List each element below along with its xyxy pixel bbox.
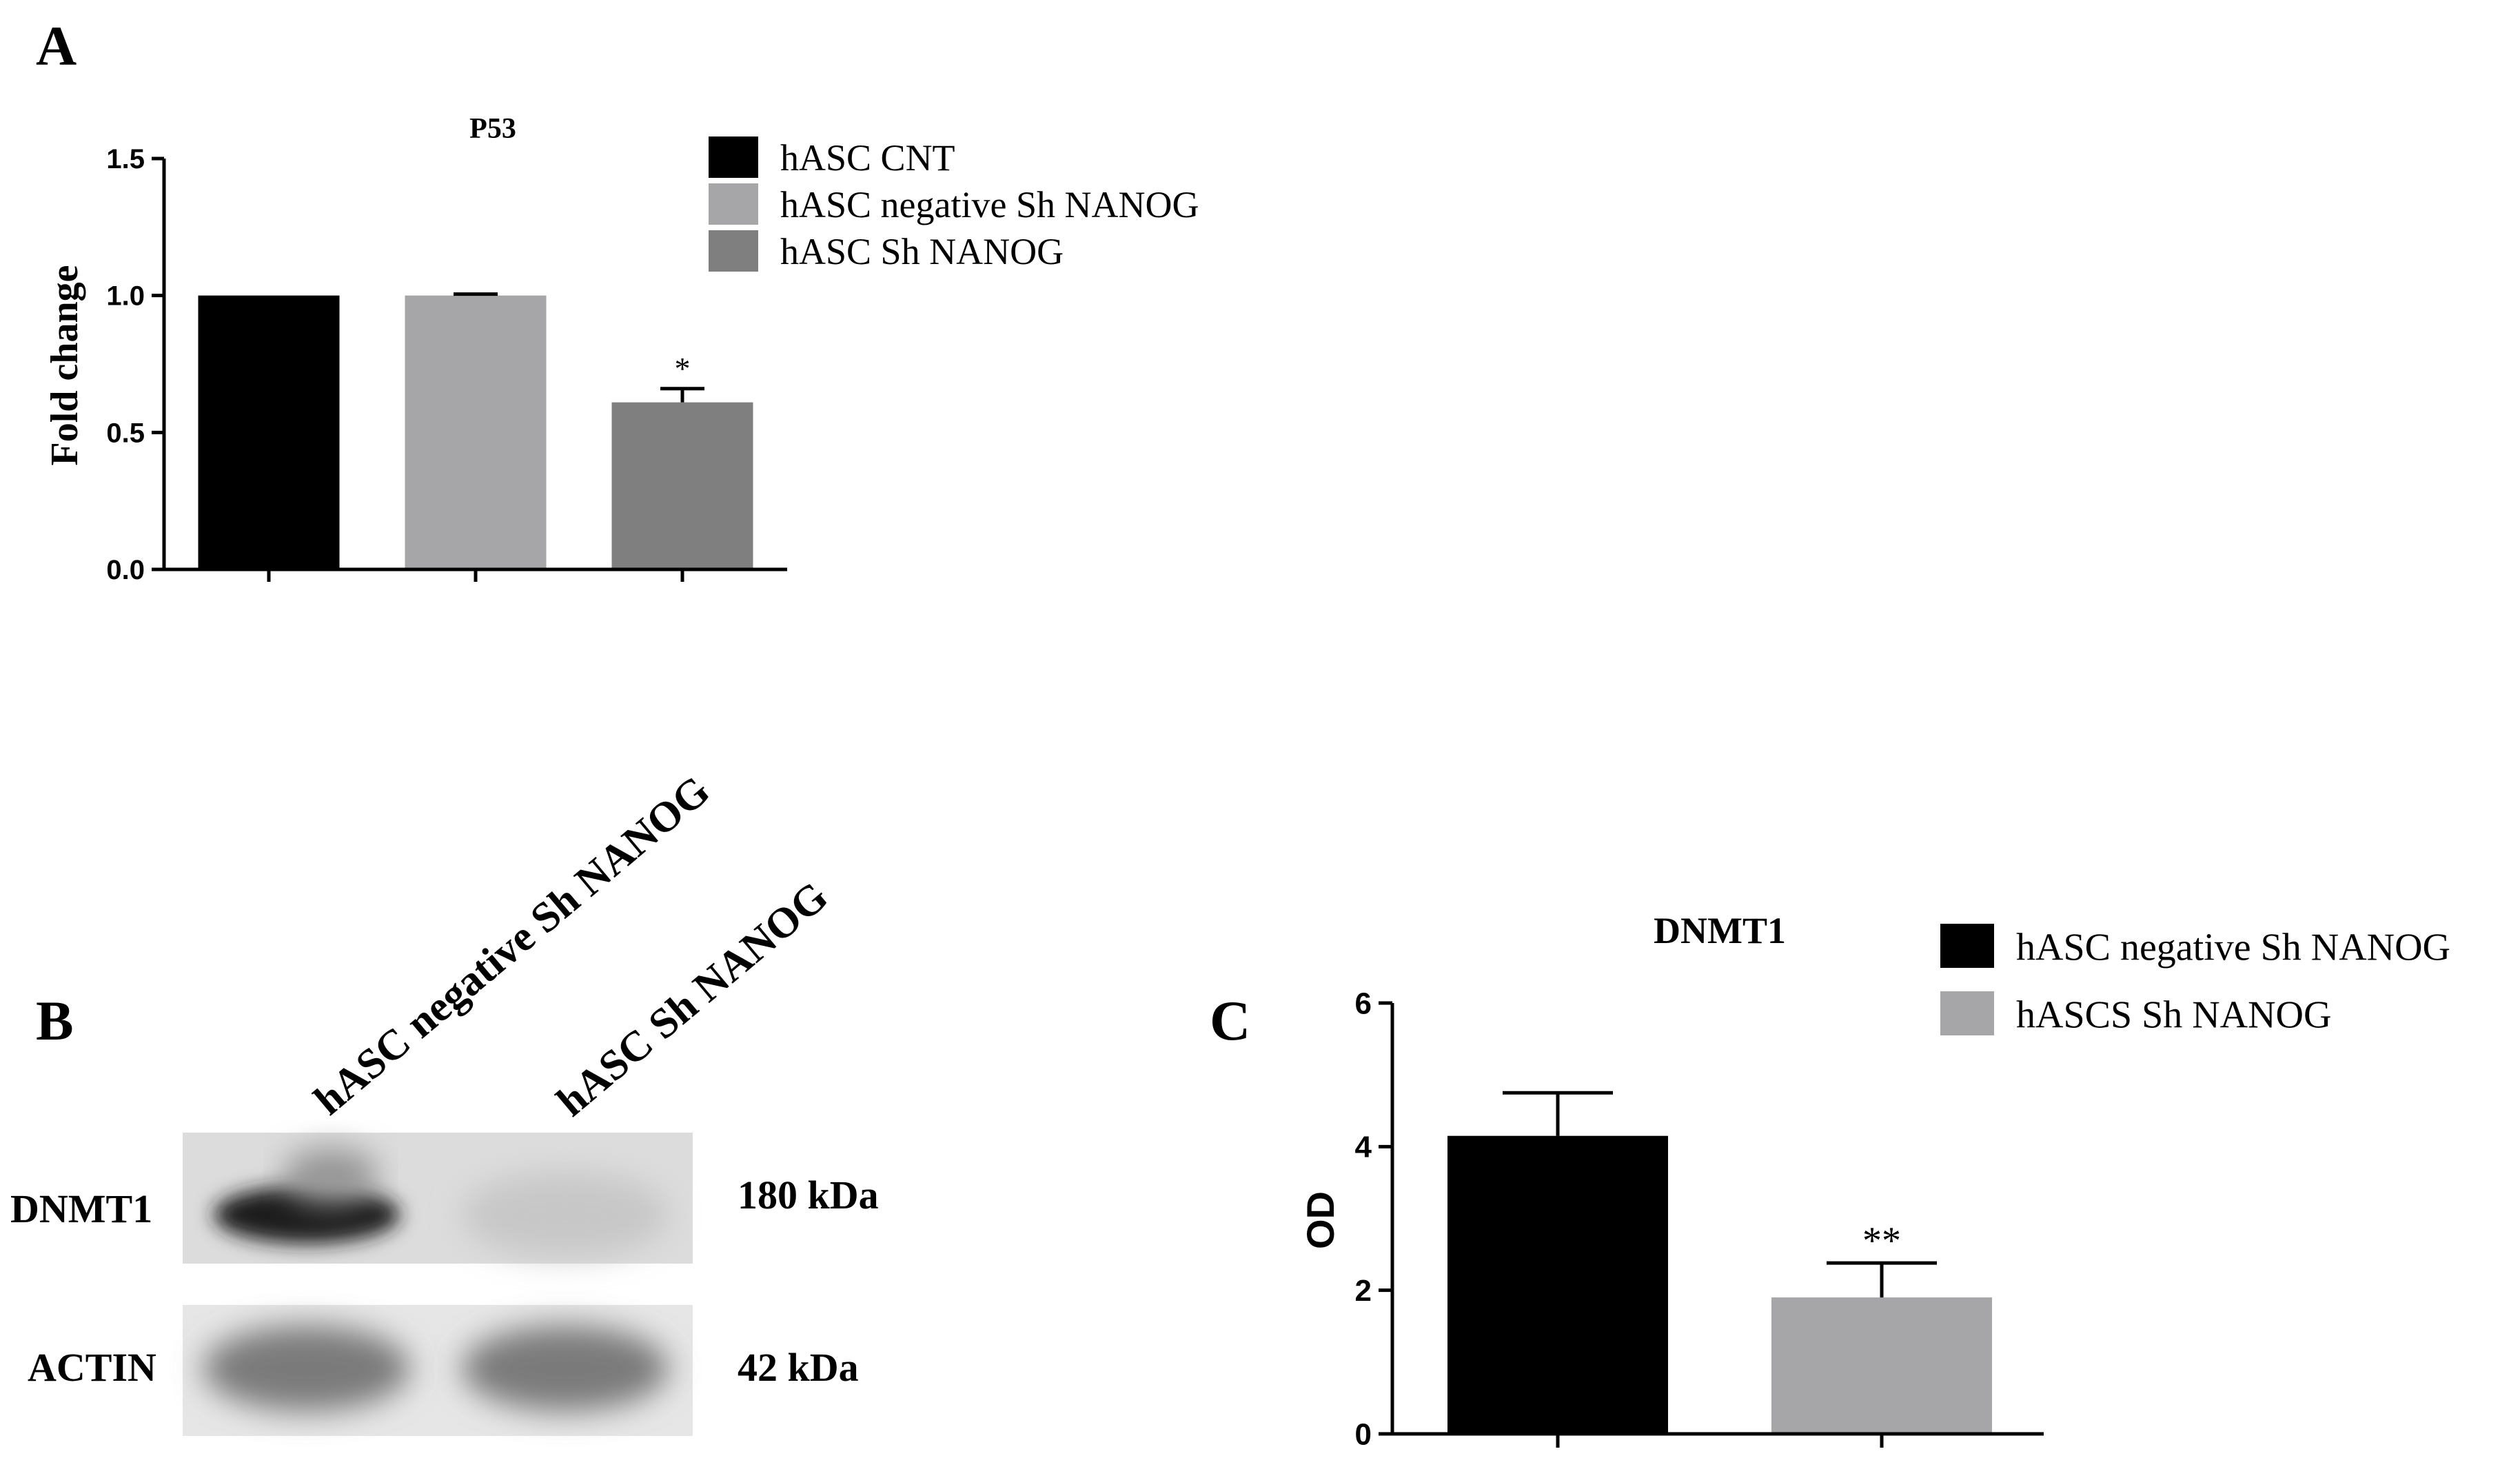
blot-row-label-dnmt1: DNMT1 [10,1186,152,1231]
bar-1 [198,295,340,569]
blot-band-dnmt1-lane-1 [214,1186,400,1244]
y-tick-label: 0.5 [106,418,145,448]
y-tick-label: 4 [1355,1131,1372,1164]
bar-2 [405,295,547,569]
legend-swatch-2 [709,183,758,225]
chart-c-legend: hASC negative Sh NANOG hASCS Sh NANOG [1940,924,2450,1036]
legend-label-2: hASC negative Sh NANOG [780,184,1199,225]
blot-size-actin: 42 kDa [738,1345,859,1390]
legend-label-2: hASCS Sh NANOG [2016,993,2331,1036]
y-tick-label: 0 [1355,1417,1372,1451]
chart-a-legend: hASC CNT hASC negative Sh NANOG hASC Sh NA… [709,136,1199,272]
panel-letter-b: B [36,989,74,1052]
chart-a-title: P53 [469,113,516,145]
bar-2 [1771,1297,1992,1434]
p53-bar-chart: P53 Fold change 0.00.51.01.5 * hASC CNTh… [43,113,1199,585]
bar-3 [611,402,753,569]
chart-a-ylabel: Fold change [43,265,86,466]
significance-marker-2: ** [1862,1219,1901,1262]
legend-swatch-1 [1940,924,1994,968]
y-tick-label: 2 [1355,1274,1372,1308]
western-blot: hASC negative Sh NANOG hASC Sh NANOG DNM… [10,767,879,1436]
panel-letter-c: C [1210,989,1250,1052]
significance-marker-3: * [675,351,691,386]
bar-1 [1447,1135,1668,1434]
lane-label-1: hASC negative Sh NANOG [305,767,718,1124]
y-tick-label: 6 [1355,986,1372,1020]
y-tick-label: 1.0 [106,281,145,312]
blot-band-actin-lane-2 [462,1326,669,1411]
legend-swatch-2 [1940,991,1994,1035]
legend-label-1: hASC negative Sh NANOG [2016,926,2450,969]
legend-swatch-1 [709,136,758,178]
blot-band-actin-lane-1 [203,1326,410,1411]
y-tick-label: 1.5 [106,144,145,174]
blot-band-dnmt1-lane-2 [462,1172,669,1257]
blot-size-dnmt1: 180 kDa [738,1173,879,1217]
legend-label-3: hASC Sh NANOG [780,231,1064,272]
chart-c-ylabel: OD [1299,1191,1342,1249]
y-tick-label: 0.0 [106,555,145,585]
legend-label-1: hASC CNT [780,137,955,179]
chart-c-title: DNMT1 [1654,910,1786,951]
panel-letter-a: A [36,14,77,77]
blot-row-label-actin: ACTIN [28,1345,156,1390]
lane-label-2: hASC Sh NANOG [548,873,836,1126]
blot-smear [283,1148,379,1203]
legend-swatch-3 [709,230,758,272]
